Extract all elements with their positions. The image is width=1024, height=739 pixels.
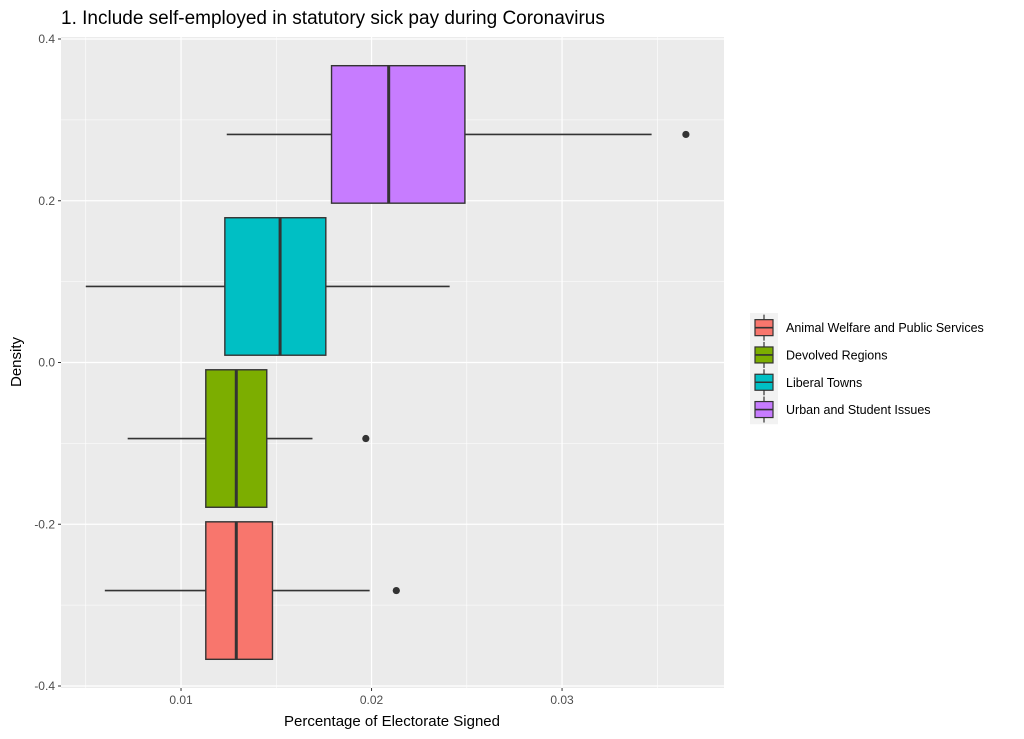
y-tick-label: 0.4 xyxy=(38,32,55,46)
legend-item: Animal Welfare and Public Services xyxy=(754,314,984,341)
box-liberal-towns xyxy=(85,217,450,356)
box-animal-welfare-and-public-services xyxy=(104,521,400,661)
chart-title: 1. Include self-employed in statutory si… xyxy=(61,8,605,29)
boxes-layer xyxy=(85,64,690,661)
y-tick-label: -0.2 xyxy=(34,517,55,531)
legend: Animal Welfare and Public Services Devolv… xyxy=(750,313,984,425)
y-axis: 0.4 0.2 0.0 -0.2 -0.4 xyxy=(34,32,61,693)
x-tick-label: 0.02 xyxy=(360,693,384,707)
iqr-box xyxy=(224,217,327,356)
legend-label: Devolved Regions xyxy=(786,348,887,362)
y-tick-label: 0.0 xyxy=(38,356,55,370)
x-tick-label: 0.03 xyxy=(550,693,574,707)
outlier-point xyxy=(682,130,690,139)
x-tick-label: 0.01 xyxy=(169,693,193,707)
legend-label: Urban and Student Issues xyxy=(786,403,931,417)
legend-label: Liberal Towns xyxy=(786,376,862,390)
y-tick-label: 0.2 xyxy=(38,194,55,208)
outlier-point xyxy=(392,586,400,595)
x-axis-title: Percentage of Electorate Signed xyxy=(284,713,500,730)
legend-item: Devolved Regions xyxy=(754,341,887,368)
legend-item: Urban and Student Issues xyxy=(754,396,931,423)
box-urban-and-student-issues xyxy=(226,64,690,204)
box-devolved-regions xyxy=(127,369,370,508)
major-gridlines xyxy=(61,37,724,688)
y-tick-label: -0.4 xyxy=(34,679,55,693)
y-axis-title: Density xyxy=(8,336,25,387)
x-axis: 0.01 0.02 0.03 xyxy=(169,688,574,707)
iqr-box xyxy=(205,521,274,661)
outlier-point xyxy=(362,434,370,443)
legend-label: Animal Welfare and Public Services xyxy=(786,321,984,335)
legend-item: Liberal Towns xyxy=(754,369,862,396)
iqr-box xyxy=(330,64,466,204)
